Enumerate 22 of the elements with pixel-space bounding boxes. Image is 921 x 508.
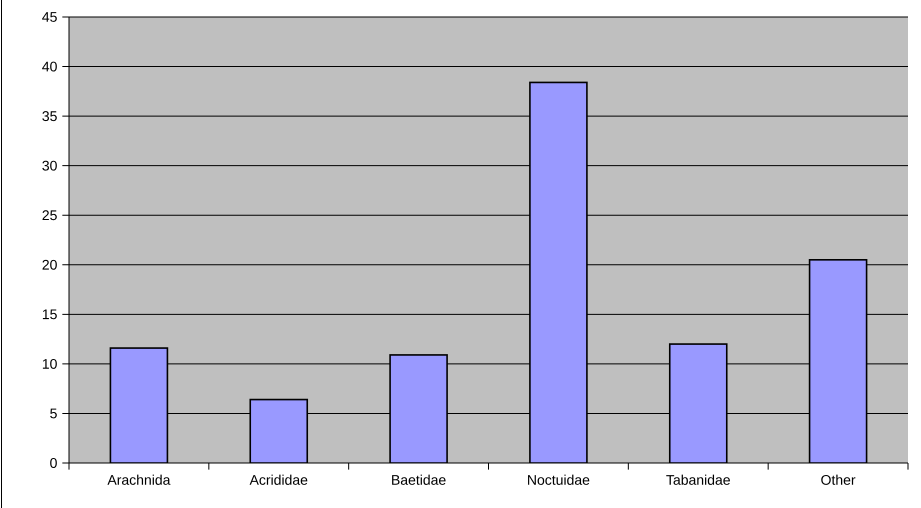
bar	[110, 347, 168, 463]
y-tick-label: 20	[42, 260, 57, 270]
x-tick-label: Baetidae	[392, 474, 446, 485]
y-tick-label: 25	[42, 210, 57, 220]
y-tick-label: 0	[50, 458, 57, 468]
x-tick-label: Other	[821, 474, 856, 485]
bar	[249, 398, 308, 463]
y-tick-label: 40	[42, 62, 57, 72]
y-tick-label: 15	[42, 309, 57, 320]
bar	[808, 259, 868, 463]
bar	[389, 354, 448, 463]
x-tick-label: Tabanidae	[666, 474, 730, 485]
x-tick-label: Acrididae	[250, 474, 308, 485]
x-tick-label: Arachnida	[107, 474, 170, 485]
y-tick-label: 45	[42, 12, 57, 22]
bar	[529, 82, 588, 463]
y-tick-label: 30	[42, 160, 57, 171]
y-tick-label: 5	[50, 408, 57, 418]
x-tick-label: Noctuidae	[528, 474, 590, 485]
y-tick-label: 10	[42, 358, 57, 369]
bar	[668, 343, 728, 463]
y-tick-label: 35	[42, 111, 57, 122]
